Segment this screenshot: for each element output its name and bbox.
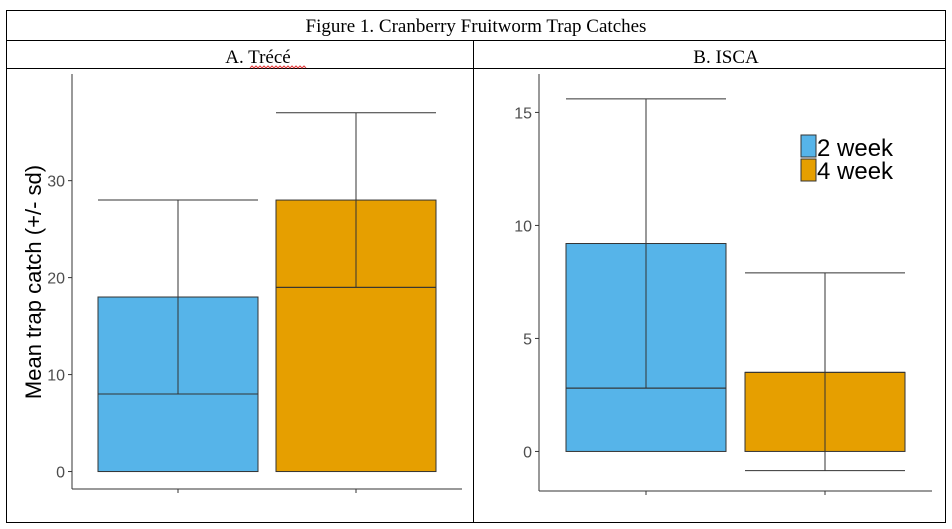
- y-tick-label: 20: [47, 271, 65, 288]
- figure-table-border: [6, 10, 946, 523]
- panel-a-title: A. Trécé: [225, 47, 290, 68]
- spellcheck-underline: [249, 65, 307, 69]
- legend-label-4-week: 4 week: [817, 158, 894, 185]
- y-tick-label: 0: [56, 465, 65, 482]
- y-axis-title: Mean trap catch (+/- sd): [21, 165, 46, 399]
- legend: 2 week 4 week: [800, 134, 894, 185]
- y-tick-label: 15: [514, 105, 532, 122]
- y-tick-label: 0: [523, 444, 532, 461]
- panel-b-isca: B. ISCA 0 5 10 15 2 week 4 week: [514, 47, 932, 495]
- y-tick-label: 10: [47, 368, 65, 385]
- y-tick-label: 30: [47, 174, 65, 191]
- legend-key-4-week: [800, 158, 817, 182]
- legend-label-2-week: 2 week: [817, 135, 894, 162]
- plot-area-a: 0 10 20 30: [47, 74, 462, 493]
- plot-area-b: 0 5 10 15: [514, 74, 932, 495]
- panel-a-trece: A. Trécé Mean trap catch (+/- sd) 0 10 20 3…: [21, 47, 462, 493]
- panel-b-title: B. ISCA: [693, 47, 759, 68]
- y-tick-label: 5: [523, 331, 532, 348]
- figure-title: Figure 1. Cranberry Fruitworm Trap Catch…: [306, 16, 647, 37]
- legend-key-2-week: [800, 134, 817, 158]
- y-tick-label: 10: [514, 218, 532, 235]
